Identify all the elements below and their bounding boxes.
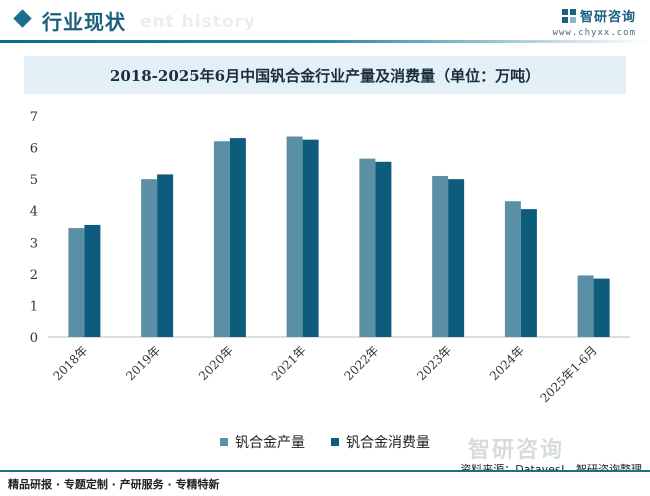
brand-logo-icon bbox=[561, 8, 576, 23]
y-tick-label: 1 bbox=[30, 299, 38, 314]
bar-consumption bbox=[375, 161, 392, 337]
x-tick-label: 2019年 bbox=[123, 343, 163, 383]
footer-services: 精品研报 · 专题定制 · 产研服务 · 专精特新 bbox=[8, 478, 220, 491]
brand-name: 智研咨询 bbox=[579, 10, 636, 25]
legend-swatch-production bbox=[220, 438, 228, 446]
bar-consumption bbox=[84, 224, 101, 337]
bar-consumption bbox=[157, 174, 174, 337]
x-tick-label: 2021年 bbox=[269, 343, 309, 383]
legend-swatch-consumption bbox=[331, 438, 339, 446]
y-tick-label: 3 bbox=[30, 236, 38, 251]
x-tick-label: 2022年 bbox=[342, 343, 382, 383]
x-tick-label: 2025年1-6月 bbox=[538, 343, 600, 405]
x-tick-label: 2024年 bbox=[487, 343, 527, 383]
watermark-text: 智研咨询 bbox=[468, 438, 565, 463]
bar-production bbox=[577, 275, 594, 337]
y-tick-label: 4 bbox=[30, 205, 38, 220]
y-tick-label: 7 bbox=[30, 110, 38, 125]
bar-production bbox=[213, 141, 230, 337]
bar-production bbox=[432, 175, 449, 337]
bar-production bbox=[359, 158, 376, 337]
chart-legend: 钒合金产量 钒合金消费量 bbox=[220, 432, 456, 452]
brand-url: www.chyxx.com bbox=[552, 28, 636, 38]
bar-production bbox=[141, 179, 158, 337]
brand-block: 智研咨询 www.chyxx.com bbox=[553, 6, 636, 38]
x-tick-label: 2020年 bbox=[196, 343, 236, 383]
legend-label-consumption: 钒合金消费量 bbox=[346, 435, 430, 451]
bar-consumption bbox=[448, 179, 465, 337]
bar-consumption bbox=[520, 209, 537, 337]
bar-consumption bbox=[302, 139, 319, 337]
section-title: 行业现状 bbox=[42, 10, 126, 34]
y-tick-label: 5 bbox=[30, 173, 38, 188]
x-tick-label: 2018年 bbox=[51, 343, 91, 383]
x-tick-label: 2023年 bbox=[414, 343, 454, 383]
bar-consumption bbox=[593, 278, 610, 337]
bar-production bbox=[68, 228, 85, 337]
chart-title: 2018-2025年6月中国钒合金行业产量及消费量（单位：万吨） bbox=[109, 66, 541, 85]
y-tick-label: 6 bbox=[30, 142, 38, 157]
bar-production bbox=[504, 201, 521, 337]
header-bar bbox=[0, 40, 650, 43]
bar-production bbox=[286, 136, 303, 337]
y-tick-label: 2 bbox=[30, 268, 38, 283]
footer-line bbox=[0, 470, 650, 472]
page-footer: 精品研报 · 专题定制 · 产研服务 · 专精特新 bbox=[0, 470, 650, 496]
bar-consumption bbox=[229, 138, 246, 337]
chart-title-box: 2018-2025年6月中国钒合金行业产量及消费量（单位：万吨） bbox=[24, 56, 626, 94]
y-tick-label: 0 bbox=[30, 331, 38, 346]
legend-label-production: 钒合金产量 bbox=[235, 435, 305, 451]
page-header: 行业现状 ent history 智研咨询 www.chyxx.com bbox=[0, 0, 650, 50]
legend-item-production: 钒合金产量 bbox=[220, 432, 305, 452]
diamond-icon bbox=[13, 9, 32, 28]
bar-chart: 0 1 2 3 4 5 6 7 2018年 2019年 2020年 2021年 2022年 2023年 20… bbox=[30, 110, 630, 405]
watermark-logo: 智研咨询 bbox=[468, 432, 564, 464]
ghost-text: ent history bbox=[140, 12, 256, 32]
legend-item-consumption: 钒合金消费量 bbox=[331, 432, 430, 452]
